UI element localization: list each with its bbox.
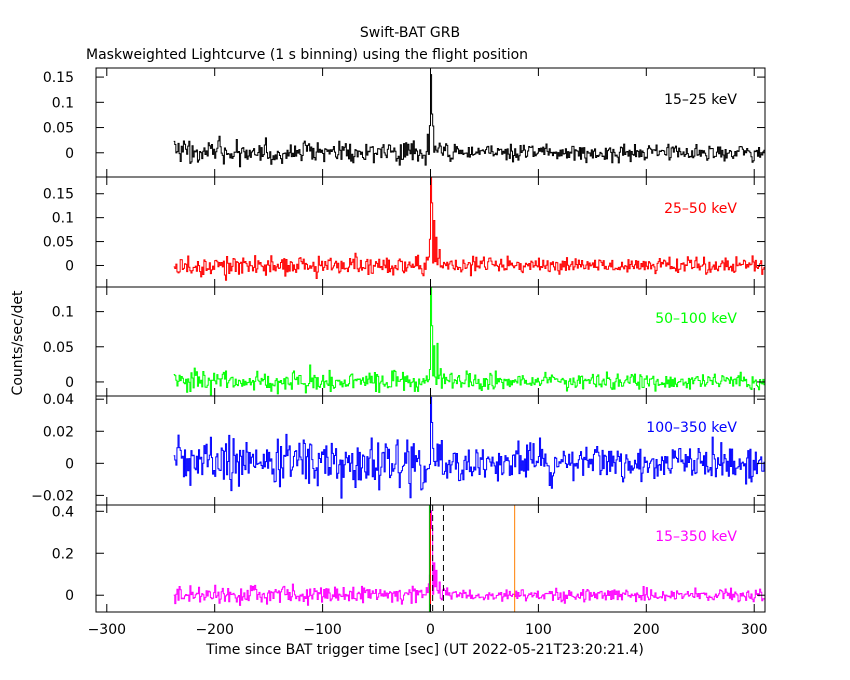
panel-5: 15–350 keV <box>173 510 765 606</box>
lightcurve-series-5 <box>173 510 765 606</box>
x-tick-label: −100 <box>303 622 341 638</box>
x-tick-label: 200 <box>633 622 660 638</box>
panel-label-2: 25–50 keV <box>664 201 737 217</box>
y-tick-label: 0.05 <box>43 235 74 251</box>
chart-subtitle: Maskweighted Lightcurve (1 s binning) us… <box>86 47 528 63</box>
lightcurve-series-2 <box>173 177 765 281</box>
y-tick-label: 0.2 <box>52 546 74 562</box>
lightcurve-series-1 <box>173 74 765 168</box>
y-tick-label: −0.02 <box>31 488 74 504</box>
y-tick-label: 0.1 <box>52 211 74 227</box>
x-tick-label: 100 <box>525 622 552 638</box>
y-tick-label: 0 <box>65 258 74 274</box>
y-tick-label: 0.1 <box>52 305 74 321</box>
y-tick-label: 0 <box>65 146 74 162</box>
y-tick-label: 0.1 <box>52 95 74 111</box>
panels-group: 15–25 keV 25–50 keV 50–100 keV 100–350 keV 1… <box>173 74 765 606</box>
trigger-markers <box>428 505 516 612</box>
y-tick-label: 0.15 <box>43 187 74 203</box>
x-tick-label: −200 <box>195 622 233 638</box>
chart-title: Swift-BAT GRB <box>360 25 460 41</box>
y-tick-label: 0 <box>65 456 74 472</box>
lightcurve-series-4 <box>173 396 765 499</box>
x-tick-label: 0 <box>426 622 435 638</box>
y-axis-label: Counts/sec/det <box>10 290 26 395</box>
y-tick-label: 0 <box>65 375 74 391</box>
lightcurve-series-3 <box>173 287 765 396</box>
y-tick-label: 0.02 <box>43 424 74 440</box>
x-tick-label: 300 <box>741 622 768 638</box>
y-tick-label: 0.4 <box>52 504 74 520</box>
panel-label-5: 15–350 keV <box>655 529 737 545</box>
x-axis-label: Time since BAT trigger time [sec] (UT 20… <box>205 642 644 658</box>
panel-label-3: 50–100 keV <box>655 311 737 327</box>
x-axis: −300 −200 −100 0 100 200 300 <box>88 622 768 638</box>
y-tick-label: 0 <box>65 588 74 604</box>
y-tick-label: 0.15 <box>43 70 74 86</box>
panel-3: 50–100 keV <box>173 287 765 396</box>
y-tick-label: 0.05 <box>43 340 74 356</box>
panel-frames: 00.050.10.1500.050.10.1500.050.1−0.0200.… <box>31 67 766 613</box>
y-tick-label: 0.04 <box>43 392 74 408</box>
panel-label-4: 100–350 keV <box>646 420 737 436</box>
panel-label-1: 15–25 keV <box>664 92 737 108</box>
x-tick-label: −300 <box>88 622 126 638</box>
panel-4: 100–350 keV <box>173 396 765 499</box>
panel-1: 15–25 keV <box>173 74 765 168</box>
panel-2: 25–50 keV <box>173 177 765 281</box>
y-tick-label: 0.05 <box>43 121 74 137</box>
